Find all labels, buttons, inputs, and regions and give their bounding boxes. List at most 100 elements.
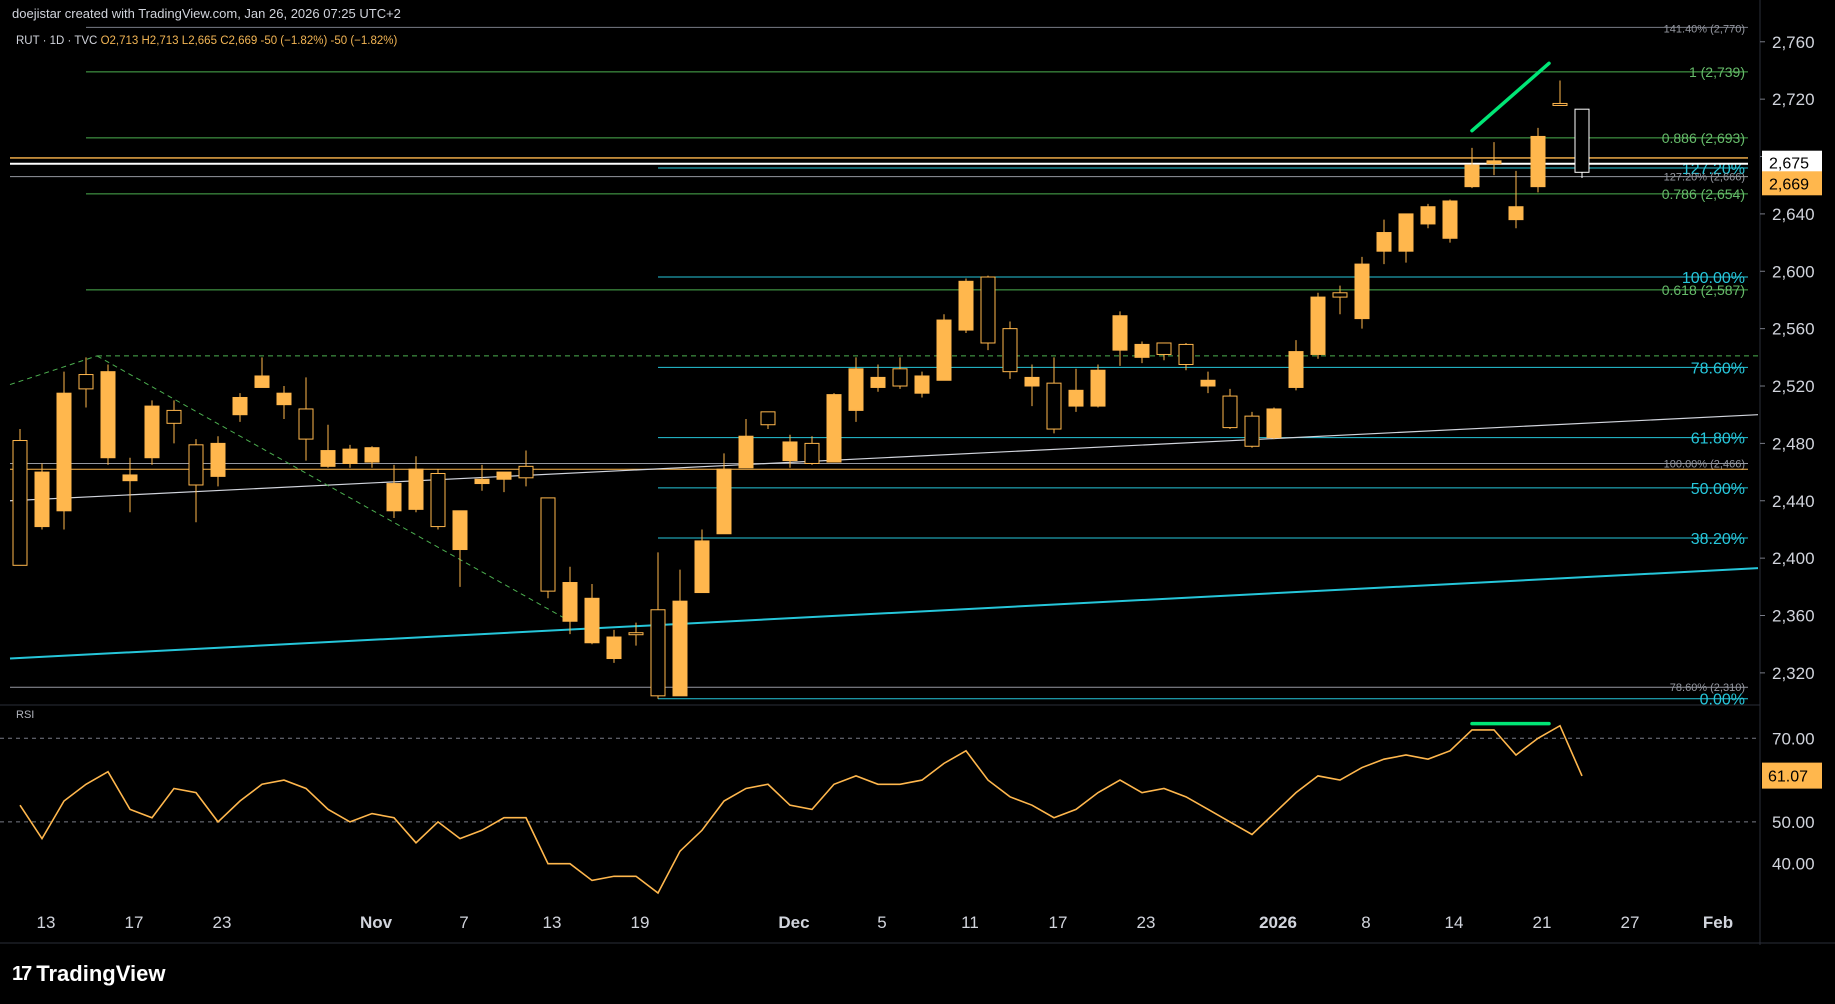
candle-body: [1156, 342, 1172, 355]
candle-body: [980, 276, 996, 344]
time-axis-tick: Nov: [360, 913, 393, 932]
candle-body: [386, 483, 402, 512]
time-axis-tick: 11: [961, 913, 979, 932]
time-axis-tick: 23: [1137, 913, 1156, 932]
fib-level-label: 78.60%: [1691, 360, 1745, 377]
candle-body: [1420, 206, 1436, 225]
candle-body: [56, 392, 72, 512]
time-axis-tick: 2026: [1259, 913, 1297, 932]
candle-body: [166, 409, 182, 424]
rsi-value-tag-bg: [1762, 762, 1822, 789]
time-axis-tick: 13: [37, 913, 56, 932]
time-axis-tick: 7: [459, 913, 468, 932]
rsi-line: [19, 724, 1583, 895]
candle-body: [804, 442, 820, 464]
time-axis-tick: 23: [213, 913, 232, 932]
time-axis-tick: 8: [1361, 913, 1370, 932]
candle-body: [276, 392, 292, 406]
fib-level-label: 0.00%: [1700, 692, 1745, 709]
fib-level-label: 61.80%: [1691, 431, 1745, 448]
candle-body: [1024, 376, 1040, 387]
candle-body: [188, 444, 204, 486]
candle-body: [1178, 343, 1194, 366]
candle-body: [892, 368, 908, 387]
candle-body: [1244, 415, 1260, 447]
candle-body: [870, 376, 886, 388]
trendline-diag-green-down: [96, 355, 571, 622]
candle-body: [1530, 135, 1546, 188]
candle-body: [1552, 102, 1568, 106]
candle-body: [122, 474, 138, 482]
tradingview-logo-icon: 17: [12, 962, 32, 985]
candle-body: [100, 371, 116, 459]
symbol-legend[interactable]: RUT · 1D · TVC O2,713 H2,713 L2,665 C2,6…: [16, 35, 397, 47]
candle-body: [518, 465, 534, 479]
rsi-value-tag: 61.07: [1768, 769, 1808, 786]
time-axis-tick: Feb: [1703, 913, 1733, 932]
candle-body: [78, 374, 94, 390]
candle-body: [606, 636, 622, 660]
candle-body: [716, 468, 732, 535]
candle-body: [452, 510, 468, 551]
fib-level-label: 1 (2,739): [1689, 64, 1745, 80]
candle-body: [34, 471, 50, 528]
candle-body: [782, 441, 798, 462]
rsi-pane-label[interactable]: RSI: [16, 709, 35, 721]
candle-body: [496, 471, 512, 480]
candle-body: [1002, 328, 1018, 373]
candle-body: [1354, 263, 1370, 320]
candle-body: [1046, 382, 1062, 430]
trendline-diag-green-up: [9, 355, 98, 386]
candle-body: [1574, 108, 1590, 173]
price-axis-tick: 2,520: [1772, 377, 1815, 396]
candle-body: [1486, 160, 1502, 165]
tradingview-logo-text: TradingView: [36, 961, 166, 986]
candle-body: [540, 497, 556, 592]
candle-body: [562, 582, 578, 622]
tradingview-logo[interactable]: 17 TradingView: [12, 961, 165, 987]
last-price-tag-bg: [1762, 171, 1822, 196]
price-axis-tick: 2,360: [1772, 607, 1815, 626]
fib-level-label: 127.20%: [1682, 161, 1745, 178]
time-axis-tick: 27: [1621, 913, 1640, 932]
candle-body: [760, 411, 776, 426]
candle-body: [848, 368, 864, 411]
candle-body: [826, 394, 842, 463]
fib-level-label: 0.618 (2,587): [1662, 282, 1745, 298]
candle-body: [232, 396, 248, 416]
candle-body: [1376, 232, 1392, 252]
candle-body: [320, 450, 336, 467]
trendline-white: [9, 414, 1759, 502]
candle-body: [694, 540, 710, 594]
price-axis-tick: 2,480: [1772, 434, 1815, 453]
time-axis-tick: 17: [1049, 913, 1068, 932]
divergence-mark-price: [1470, 61, 1551, 133]
trendline-lower-cyan: [9, 567, 1759, 660]
candle-body: [1222, 395, 1238, 429]
candle-body: [1442, 200, 1458, 239]
price-axis-tick: 2,720: [1772, 90, 1815, 109]
candle-body: [364, 447, 380, 463]
candle-body: [1398, 213, 1414, 252]
candle-body: [1464, 164, 1480, 188]
fib-level-label: 38.20%: [1691, 531, 1745, 548]
legend-change: -50 (−1.82%): [260, 35, 328, 47]
time-axis-tick: Dec: [778, 913, 809, 932]
watermark-created-by: doejistar created with TradingView.com, …: [12, 6, 401, 21]
candle-body: [298, 408, 314, 440]
fib-level-label: 100.00% (2,466): [1664, 458, 1745, 470]
fib-level-label: 78.60% (2,310): [1670, 682, 1745, 694]
candle-body: [144, 405, 160, 459]
fib-level-label: 50.00%: [1691, 481, 1745, 498]
candle-body: [1310, 296, 1326, 355]
legend-open: O2,713: [100, 35, 139, 47]
candle-body: [342, 448, 358, 464]
price-axis-tick: 2,400: [1772, 549, 1815, 568]
time-axis-tick: 14: [1445, 913, 1464, 932]
fib-level-label: 141.40% (2,770): [1664, 23, 1745, 35]
legend-close: C2,669: [220, 35, 258, 47]
price-axis-tick: 2,640: [1772, 205, 1815, 224]
price-axis-tick: 2,760: [1772, 33, 1815, 52]
